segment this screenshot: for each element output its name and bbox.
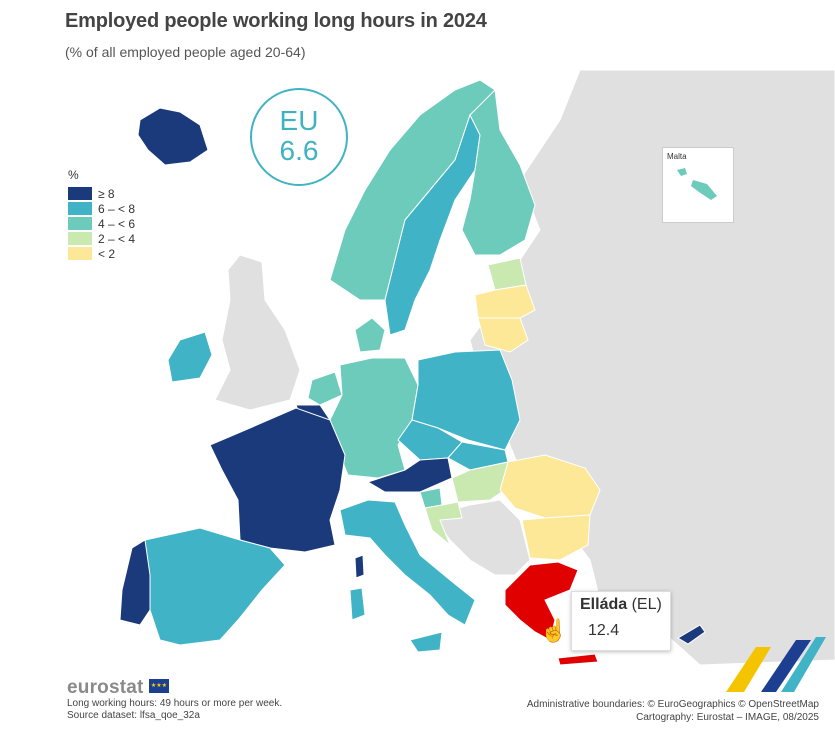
estonia[interactable] [487,257,527,291]
credits: Administrative boundaries: © EuroGeograp… [527,698,819,724]
legend-swatch [68,187,92,200]
map-subtitle: (% of all employed people aged 20-64) [65,44,306,60]
corner-logo-icon [726,637,826,692]
italy[interactable] [339,499,476,626]
malta[interactable] [677,168,717,200]
country-tooltip: Elláda (EL) 12.4 [571,591,671,651]
tooltip-country-code: (EL) [631,596,662,613]
slovakia[interactable] [447,441,509,471]
map-title: Employed people working long hours in 20… [65,10,487,32]
footnote-source: Source dataset: lfsa_qoe_32a [67,710,200,721]
denmark[interactable] [354,317,386,353]
legend-label: < 2 [98,246,116,261]
ireland[interactable] [167,331,213,383]
tooltip-country: Elláda (EL) [580,596,662,614]
eu-flag-icon: ★★★ [149,679,169,693]
eurostat-logo: eurostat [67,677,144,698]
legend-item[interactable]: < 2 [68,246,135,261]
cyprus[interactable] [677,624,706,645]
netherlands[interactable] [307,371,343,406]
legend-label: 4 – < 6 [98,216,136,231]
latvia[interactable] [474,284,536,319]
legend-item[interactable]: ≥ 8 [68,186,135,201]
crete[interactable] [557,653,599,666]
legend-label: 2 – < 4 [98,231,136,246]
sardinia[interactable] [349,587,366,621]
slovenia[interactable] [419,487,443,509]
malta-shape [677,168,717,200]
footnote: Long working hours: 49 hours or more per… [67,698,282,722]
sicily[interactable] [409,631,443,653]
finland[interactable] [461,88,536,256]
legend-unit: % [68,168,79,182]
bulgaria[interactable] [521,514,591,561]
malta-inset-label: Malta [667,152,687,161]
hand-cursor-icon: ☝ [540,618,568,643]
eu-average-badge: EU 6.6 [250,88,348,186]
legend: % ≥ 8 6 – < 8 4 – < 6 2 – < 4 < 2 [68,168,135,261]
corsica[interactable] [354,554,365,579]
legend-item[interactable]: 2 – < 4 [68,231,135,246]
legend-swatch [68,202,92,215]
uk-land [214,254,301,411]
austria[interactable] [366,457,453,493]
tooltip-country-name: Elláda [580,596,628,613]
legend-label: 6 – < 8 [98,201,136,216]
france[interactable] [209,407,346,553]
portugal[interactable] [119,539,151,626]
legend-swatch [68,232,92,245]
credits-cartography: Cartography: Eurostat – IMAGE, 08/2025 [636,712,819,723]
eu-badge-label: EU [279,105,319,136]
legend-swatch [68,247,92,260]
malta-inset: Malta [662,147,734,223]
legend-item[interactable]: 6 – < 8 [68,201,135,216]
legend-swatch [68,217,92,230]
croatia[interactable] [424,501,463,546]
sweden[interactable] [384,113,481,336]
eu-badge-value: 6.6 [279,135,319,166]
iceland[interactable] [137,107,209,166]
legend-item[interactable]: 4 – < 6 [68,216,135,231]
tooltip-value: 12.4 [588,622,620,639]
credits-boundaries: Administrative boundaries: © EuroGeograp… [526,699,819,710]
footnote-definition: Long working hours: 49 hours or more per… [67,698,283,709]
legend-label: ≥ 8 [98,186,115,201]
lithuania[interactable] [477,317,529,353]
greece[interactable] [504,561,579,641]
